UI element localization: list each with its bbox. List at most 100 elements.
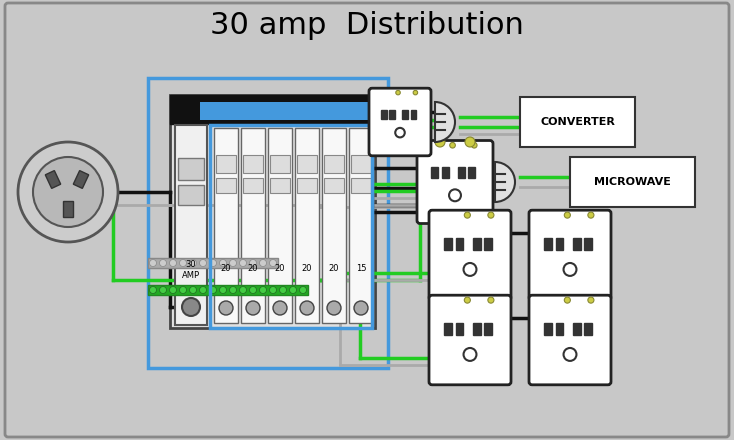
Bar xyxy=(442,167,448,178)
Bar xyxy=(473,323,481,335)
Bar xyxy=(73,171,89,188)
Circle shape xyxy=(180,260,186,267)
Circle shape xyxy=(170,260,176,267)
Circle shape xyxy=(189,286,197,293)
Bar xyxy=(214,128,238,323)
Bar xyxy=(570,157,695,207)
Circle shape xyxy=(260,260,266,267)
Circle shape xyxy=(413,90,418,95)
Text: 30 amp  Distribution: 30 amp Distribution xyxy=(210,11,524,40)
Circle shape xyxy=(230,260,236,267)
Circle shape xyxy=(209,286,217,293)
Circle shape xyxy=(465,212,470,218)
Circle shape xyxy=(219,260,227,267)
Circle shape xyxy=(354,301,368,315)
Bar xyxy=(297,178,317,193)
Circle shape xyxy=(150,260,156,267)
FancyBboxPatch shape xyxy=(429,295,511,385)
FancyBboxPatch shape xyxy=(369,88,431,156)
Bar xyxy=(410,110,416,119)
Bar xyxy=(148,78,388,368)
Circle shape xyxy=(246,301,260,315)
Circle shape xyxy=(471,143,477,148)
Circle shape xyxy=(280,286,286,293)
Bar xyxy=(241,128,265,323)
Bar xyxy=(556,323,563,335)
Circle shape xyxy=(230,286,236,293)
Bar xyxy=(216,155,236,173)
Bar xyxy=(63,201,73,217)
Circle shape xyxy=(395,128,404,137)
Text: 20: 20 xyxy=(248,264,258,272)
Bar xyxy=(573,238,581,250)
Bar xyxy=(270,178,290,193)
Circle shape xyxy=(18,142,118,242)
Bar xyxy=(351,178,371,193)
Circle shape xyxy=(159,286,167,293)
Circle shape xyxy=(564,263,576,276)
Circle shape xyxy=(269,286,277,293)
Circle shape xyxy=(269,260,277,267)
Circle shape xyxy=(396,90,400,95)
Bar xyxy=(243,178,263,193)
Bar xyxy=(544,238,552,250)
Bar xyxy=(210,125,372,328)
FancyBboxPatch shape xyxy=(529,210,611,300)
Bar xyxy=(170,95,375,124)
Circle shape xyxy=(150,286,156,293)
Bar xyxy=(584,323,592,335)
Bar xyxy=(468,167,476,178)
Text: 20: 20 xyxy=(275,264,286,272)
Circle shape xyxy=(588,297,594,303)
Bar xyxy=(148,285,308,295)
Bar xyxy=(402,110,408,119)
Circle shape xyxy=(250,260,256,267)
Circle shape xyxy=(239,260,247,267)
Circle shape xyxy=(219,286,227,293)
Bar xyxy=(349,128,373,323)
Text: CONVERTER: CONVERTER xyxy=(540,117,615,127)
Bar xyxy=(456,323,463,335)
Text: 20: 20 xyxy=(302,264,312,272)
Bar xyxy=(544,323,552,335)
Bar xyxy=(148,258,278,268)
FancyBboxPatch shape xyxy=(529,295,611,385)
Bar xyxy=(295,128,319,323)
Circle shape xyxy=(209,260,217,267)
Bar xyxy=(456,238,463,250)
Circle shape xyxy=(180,286,186,293)
Circle shape xyxy=(564,297,570,303)
Circle shape xyxy=(250,286,256,293)
Bar xyxy=(573,323,581,335)
FancyBboxPatch shape xyxy=(5,3,729,437)
Circle shape xyxy=(299,286,307,293)
Bar xyxy=(473,238,481,250)
FancyBboxPatch shape xyxy=(417,140,493,224)
Circle shape xyxy=(239,286,247,293)
Wedge shape xyxy=(495,162,515,202)
Circle shape xyxy=(189,260,197,267)
Text: 30
AMP: 30 AMP xyxy=(182,260,200,280)
Circle shape xyxy=(450,143,455,148)
Bar xyxy=(178,185,204,205)
Bar xyxy=(484,238,492,250)
Circle shape xyxy=(33,157,103,227)
Bar xyxy=(458,167,465,178)
Bar xyxy=(389,110,395,119)
Circle shape xyxy=(200,286,206,293)
Bar xyxy=(556,238,563,250)
Bar xyxy=(484,323,492,335)
Wedge shape xyxy=(435,102,455,142)
Circle shape xyxy=(273,301,287,315)
Bar xyxy=(216,178,236,193)
Bar xyxy=(351,155,371,173)
Circle shape xyxy=(327,301,341,315)
Bar xyxy=(178,158,204,180)
Circle shape xyxy=(464,348,476,361)
Circle shape xyxy=(289,286,297,293)
Circle shape xyxy=(464,263,476,276)
Circle shape xyxy=(564,348,576,361)
Bar xyxy=(444,323,451,335)
Bar xyxy=(270,155,290,173)
Bar xyxy=(431,167,438,178)
